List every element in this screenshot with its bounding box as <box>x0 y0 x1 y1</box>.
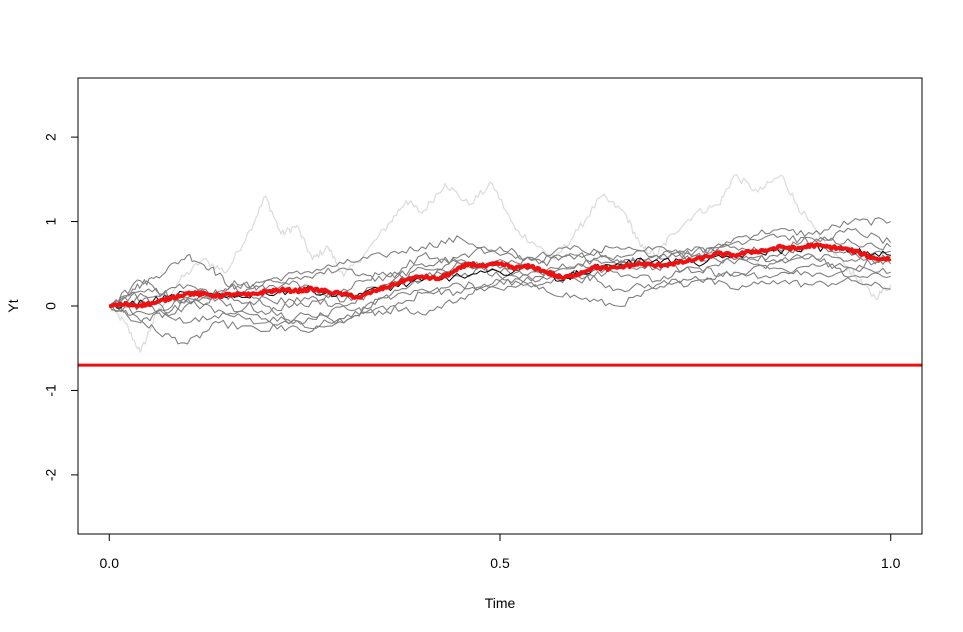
y-tick-label: -2 <box>43 468 59 481</box>
y-axis: -2 -1 0 1 2 <box>43 133 79 481</box>
series-line-2 <box>108 217 891 307</box>
y-axis-title: Yt <box>5 299 21 312</box>
series-line-9 <box>108 250 891 325</box>
y-tick-label: -1 <box>43 384 59 397</box>
y-tick-label: 0 <box>43 302 59 310</box>
x-axis: 0.0 0.5 1.0 <box>100 533 901 571</box>
series-line-4 <box>109 244 892 330</box>
series-line-1 <box>109 174 892 354</box>
y-tick-label: 1 <box>43 217 59 225</box>
x-axis-title: Time <box>485 595 516 611</box>
plot-frame <box>77 77 923 535</box>
x-tick-label: 0.5 <box>490 555 510 571</box>
x-tick-label: 0.0 <box>100 555 120 571</box>
series-line-12 <box>108 242 892 309</box>
series-line-5 <box>108 261 891 334</box>
x-tick-label: 1.0 <box>881 555 901 571</box>
series-line-6 <box>109 227 892 310</box>
y-tick-label: 2 <box>43 133 59 141</box>
series-layer <box>108 174 892 354</box>
